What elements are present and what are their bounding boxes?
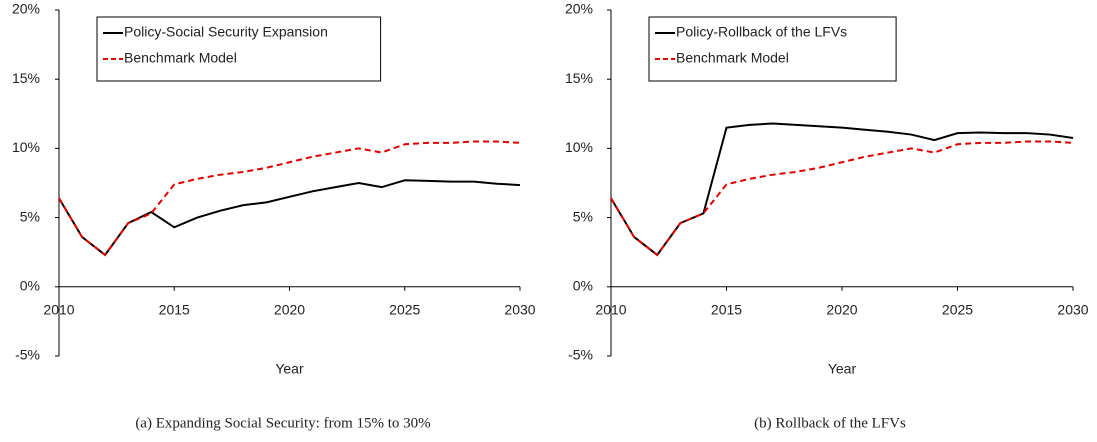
legend-box xyxy=(648,16,897,82)
x-tick-label: 2010 xyxy=(43,302,74,318)
x-tick-label: 2015 xyxy=(711,302,742,318)
y-tick-label: 0% xyxy=(573,278,593,294)
legend-label: Benchmark Model xyxy=(676,50,789,66)
legend-label: Policy-Social Security Expansion xyxy=(124,24,328,40)
y-tick-label: 5% xyxy=(573,208,593,224)
y-tick-label: 5% xyxy=(20,208,40,224)
x-tick-label: 2020 xyxy=(274,302,305,318)
y-tick-label: 10% xyxy=(565,139,593,155)
line-series xyxy=(58,179,521,257)
x-axis-label: Year xyxy=(828,361,857,377)
line-series xyxy=(610,122,1074,257)
x-axis-label: Year xyxy=(275,361,304,377)
y-tick-label: 20% xyxy=(12,1,40,17)
y-tick-label: 20% xyxy=(565,1,593,17)
y-tick-label: 10% xyxy=(12,139,40,155)
legend-box xyxy=(96,16,382,82)
caption: (a) Expanding Social Security: from 15% … xyxy=(135,415,430,431)
x-tick-label: 2020 xyxy=(826,302,857,318)
x-tick-label: 2030 xyxy=(1057,302,1088,318)
y-tick-label: 15% xyxy=(565,70,593,86)
y-tick-label: 15% xyxy=(12,70,40,86)
x-tick-label: 2025 xyxy=(942,302,973,318)
y-tick-label: -5% xyxy=(568,347,593,363)
x-tick-label: 2030 xyxy=(504,302,535,318)
y-tick-label: 0% xyxy=(20,278,40,294)
line-series xyxy=(58,140,521,257)
x-tick-label: 2015 xyxy=(159,302,190,318)
legend-label: Benchmark Model xyxy=(124,50,237,66)
x-tick-label: 2010 xyxy=(595,302,626,318)
y-tick-label: -5% xyxy=(15,347,40,363)
line-series xyxy=(610,140,1074,257)
caption: (b) Rollback of the LFVs xyxy=(754,415,906,431)
legend-label: Policy-Rollback of the LFVs xyxy=(676,24,847,40)
x-tick-label: 2025 xyxy=(389,302,420,318)
